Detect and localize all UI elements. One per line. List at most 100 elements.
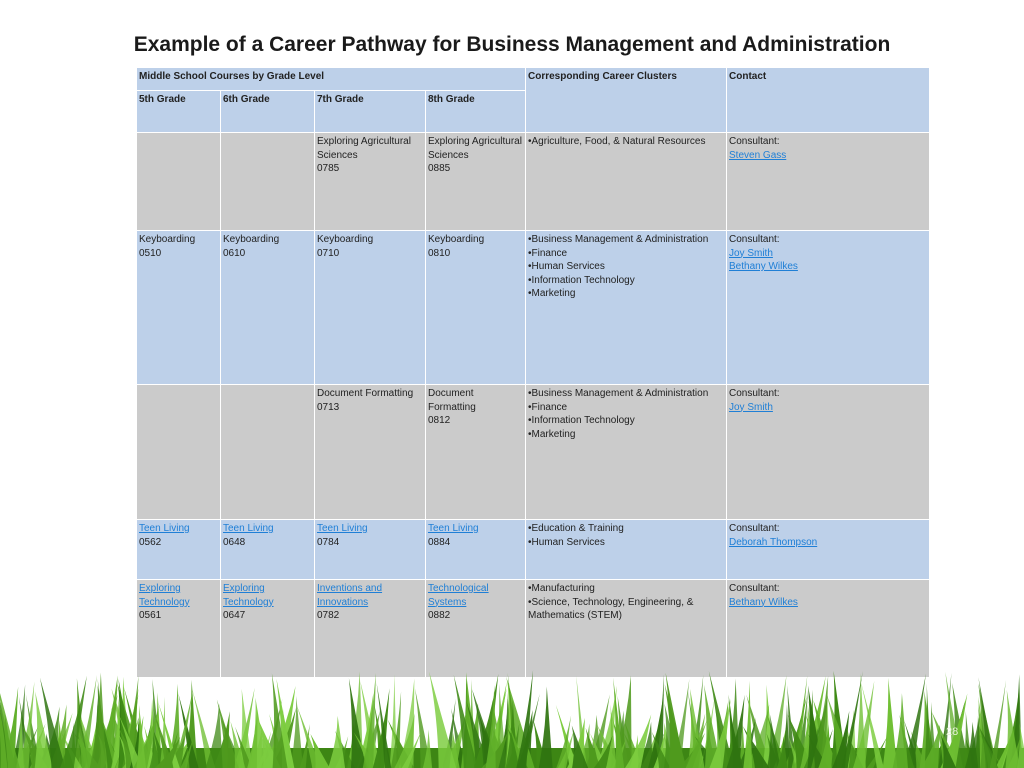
- course-code: 0785: [317, 163, 340, 174]
- course-name: Exploring Agricultural Sciences: [428, 136, 522, 161]
- course-code: 0647: [223, 610, 246, 621]
- course-link[interactable]: Teen Living: [428, 523, 479, 534]
- contact-cell: Consultant: Bethany Wilkes: [726, 579, 930, 678]
- contact-cell: Consultant: Steven Gass: [726, 132, 930, 231]
- course-cell-grade6: Exploring Technology 0647: [220, 579, 315, 678]
- course-link[interactable]: Teen Living: [139, 523, 190, 534]
- course-name: Keyboarding: [139, 234, 196, 245]
- page-number: 28: [946, 726, 959, 738]
- contact-label: Consultant:: [729, 523, 780, 534]
- course-code: 0610: [223, 247, 246, 259]
- course-name: Document Formatting: [428, 388, 476, 413]
- table-row: Keyboarding 0510 Keyboarding 0610 Keyboardin…: [136, 230, 930, 385]
- grade-level-group-header: Middle School Courses by Grade Level: [136, 67, 526, 91]
- table-row: Document Formatting 0713 Document Formatti…: [136, 384, 930, 520]
- career-clusters-cell: •Manufacturing •Science, Technology, Engi…: [525, 579, 727, 678]
- table-row: Teen Living 0562 Teen Living 0648 Teen Livin…: [136, 519, 930, 580]
- cluster-item: •Business Management & Administration: [528, 388, 709, 399]
- course-cell-grade7: Keyboarding 0710: [314, 230, 426, 385]
- course-name: Document Formatting: [317, 388, 414, 399]
- contact-link[interactable]: Joy Smith: [729, 247, 773, 259]
- grade-7-header: 7th Grade: [314, 90, 426, 133]
- course-cell-grade5: Teen Living 0562: [136, 519, 221, 580]
- contact-link[interactable]: Deborah Thompson: [729, 536, 818, 548]
- course-name: Keyboarding: [428, 234, 485, 245]
- grade-5-header: 5th Grade: [136, 90, 221, 133]
- course-code: 0710: [317, 247, 340, 259]
- course-code: 0648: [223, 536, 246, 548]
- course-cell-grade7: Inventions and Innovations 0782: [314, 579, 426, 678]
- cluster-item: •Finance: [528, 401, 568, 413]
- cluster-item: •Finance: [528, 247, 568, 259]
- cluster-item: •Human Services: [528, 536, 605, 548]
- header-row-grades: 5th Grade 6th Grade 7th Grade 8th Grade: [136, 90, 930, 133]
- course-cell-grade6: [220, 384, 315, 520]
- career-pathway-table: Middle School Courses by Grade Level Cor…: [136, 67, 930, 678]
- course-code: 0810: [428, 247, 451, 259]
- course-link[interactable]: Technological Systems: [428, 583, 489, 608]
- course-cell-grade8: Document Formatting 0812: [425, 384, 526, 520]
- course-cell-grade5: [136, 384, 221, 520]
- contact-link[interactable]: Bethany Wilkes: [729, 261, 798, 272]
- course-cell-grade5: Keyboarding 0510: [136, 230, 221, 385]
- course-link[interactable]: Exploring Technology: [223, 583, 274, 608]
- cluster-item: •Human Services: [528, 261, 605, 272]
- course-code: 0812: [428, 415, 451, 426]
- course-cell-grade5: Exploring Technology 0561: [136, 579, 221, 678]
- career-clusters-cell: •Business Management & Administration •Fi…: [525, 230, 727, 385]
- cluster-item: •Information Technology: [528, 274, 635, 286]
- course-name: Keyboarding: [317, 234, 374, 245]
- course-link[interactable]: Teen Living: [317, 523, 368, 534]
- course-name: Exploring Agricultural Sciences: [317, 136, 411, 161]
- course-cell-grade7: Document Formatting 0713: [314, 384, 426, 520]
- course-code: 0885: [428, 163, 451, 174]
- course-code: 0882: [428, 610, 451, 621]
- contact-link[interactable]: Steven Gass: [729, 149, 787, 161]
- grass-decoration: [0, 670, 1024, 768]
- course-cell-grade5: [136, 132, 221, 231]
- course-name: Keyboarding: [223, 234, 280, 245]
- cluster-item: •Information Technology: [528, 415, 635, 426]
- course-code: 0884: [428, 536, 451, 548]
- career-clusters-cell: •Business Management & Administration •Fi…: [525, 384, 727, 520]
- course-code: 0510: [139, 247, 162, 259]
- cluster-item: •Marketing: [528, 428, 576, 440]
- page-title: Example of a Career Pathway for Business…: [133, 33, 891, 56]
- contact-label: Consultant:: [729, 234, 780, 245]
- contact-header: Contact: [726, 67, 930, 133]
- course-code: 0562: [139, 536, 162, 548]
- course-code: 0713: [317, 401, 340, 413]
- contact-label: Consultant:: [729, 136, 780, 147]
- cluster-item: •Manufacturing: [528, 583, 595, 594]
- career-clusters-cell: •Education & Training •Human Services: [525, 519, 727, 580]
- contact-cell: Consultant: Deborah Thompson: [726, 519, 930, 580]
- course-link[interactable]: Teen Living: [223, 523, 274, 534]
- course-code: 0784: [317, 536, 340, 548]
- table-row: Exploring Technology 0561 Exploring Techno…: [136, 579, 930, 678]
- contact-cell: Consultant: Joy Smith: [726, 384, 930, 520]
- cluster-item: •Education & Training: [528, 523, 624, 534]
- course-link[interactable]: Inventions and Innovations: [317, 583, 383, 608]
- contact-cell: Consultant: Joy Smith Bethany Wilkes: [726, 230, 930, 385]
- course-cell-grade8: Exploring Agricultural Sciences 0885: [425, 132, 526, 231]
- contact-label: Consultant:: [729, 583, 780, 594]
- contact-link[interactable]: Joy Smith: [729, 401, 773, 413]
- course-cell-grade8: Keyboarding 0810: [425, 230, 526, 385]
- course-code: 0782: [317, 610, 340, 621]
- course-link[interactable]: Exploring Technology: [139, 583, 190, 608]
- career-clusters-header: Corresponding Career Clusters: [525, 67, 727, 133]
- course-cell-grade7: Teen Living 0784: [314, 519, 426, 580]
- cluster-item: •Business Management & Administration: [528, 234, 709, 245]
- course-cell-grade7: Exploring Agricultural Sciences 0785: [314, 132, 426, 231]
- cluster-item: •Marketing: [528, 288, 576, 299]
- grade-6-header: 6th Grade: [220, 90, 315, 133]
- course-cell-grade6: [220, 132, 315, 231]
- course-code: 0561: [139, 610, 162, 621]
- career-clusters-cell: •Agriculture, Food, & Natural Resources: [525, 132, 727, 231]
- grade-8-header: 8th Grade: [425, 90, 526, 133]
- contact-link[interactable]: Bethany Wilkes: [729, 596, 798, 608]
- course-cell-grade6: Keyboarding 0610: [220, 230, 315, 385]
- cluster-item: •Science, Technology, Engineering, & Mat…: [528, 596, 694, 622]
- course-cell-grade6: Teen Living 0648: [220, 519, 315, 580]
- course-cell-grade8: Technological Systems 0882: [425, 579, 526, 678]
